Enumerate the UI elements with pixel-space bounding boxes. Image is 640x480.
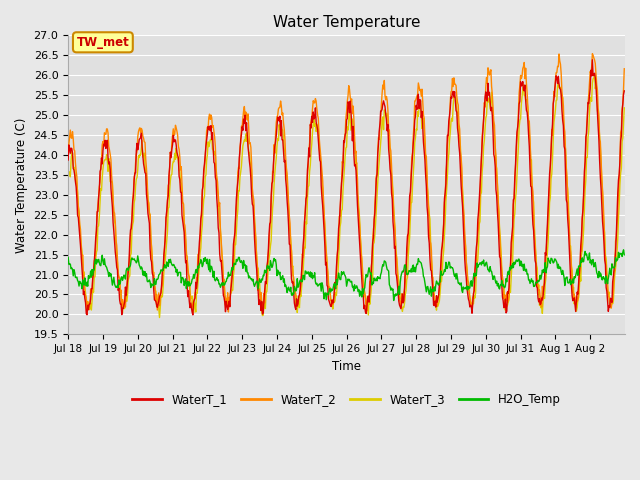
WaterT_2 [620,66,628,72]
WaterT_3 [436,298,444,304]
WaterT_2 [436,287,444,292]
WaterT_3 [156,315,163,321]
Line: WaterT_3: WaterT_3 [68,75,624,318]
WaterT_3 [404,253,412,259]
Text: TW_met: TW_met [77,36,129,49]
WaterT_3 [281,149,289,155]
WaterT_1 [436,282,444,288]
WaterT_1 [189,312,196,318]
WaterT_1 [129,193,137,199]
H2O_Temp [259,273,267,278]
WaterT_3 [260,303,268,309]
WaterT_2 [64,143,72,149]
WaterT_2 [589,51,596,57]
WaterT_1 [64,157,72,163]
WaterT_2 [260,290,268,296]
WaterT_1 [232,196,240,202]
H2O_Temp [280,276,288,282]
H2O_Temp [620,247,627,252]
WaterT_2 [131,174,138,180]
WaterT_1 [260,298,268,304]
Legend: WaterT_1, WaterT_2, WaterT_3, H2O_Temp: WaterT_1, WaterT_2, WaterT_3, H2O_Temp [128,388,566,410]
WaterT_2 [232,204,240,210]
WaterT_1 [620,88,628,94]
WaterT_3 [591,72,598,78]
H2O_Temp [404,271,412,277]
Y-axis label: Water Temperature (C): Water Temperature (C) [15,117,28,252]
Line: H2O_Temp: H2O_Temp [68,250,624,300]
WaterT_3 [620,105,628,111]
WaterT_2 [118,311,125,317]
Line: WaterT_1: WaterT_1 [68,60,624,315]
H2O_Temp [620,252,628,258]
H2O_Temp [436,279,444,285]
WaterT_3 [64,171,72,177]
WaterT_1 [404,230,412,236]
H2O_Temp [232,262,239,267]
Line: WaterT_2: WaterT_2 [68,54,624,314]
WaterT_3 [232,229,240,235]
H2O_Temp [129,257,137,263]
WaterT_1 [281,157,289,163]
X-axis label: Time: Time [332,360,361,372]
H2O_Temp [390,298,397,303]
WaterT_2 [404,236,412,241]
H2O_Temp [64,254,72,260]
WaterT_3 [129,218,137,224]
WaterT_1 [589,57,596,63]
WaterT_2 [281,137,289,143]
Title: Water Temperature: Water Temperature [273,15,420,30]
